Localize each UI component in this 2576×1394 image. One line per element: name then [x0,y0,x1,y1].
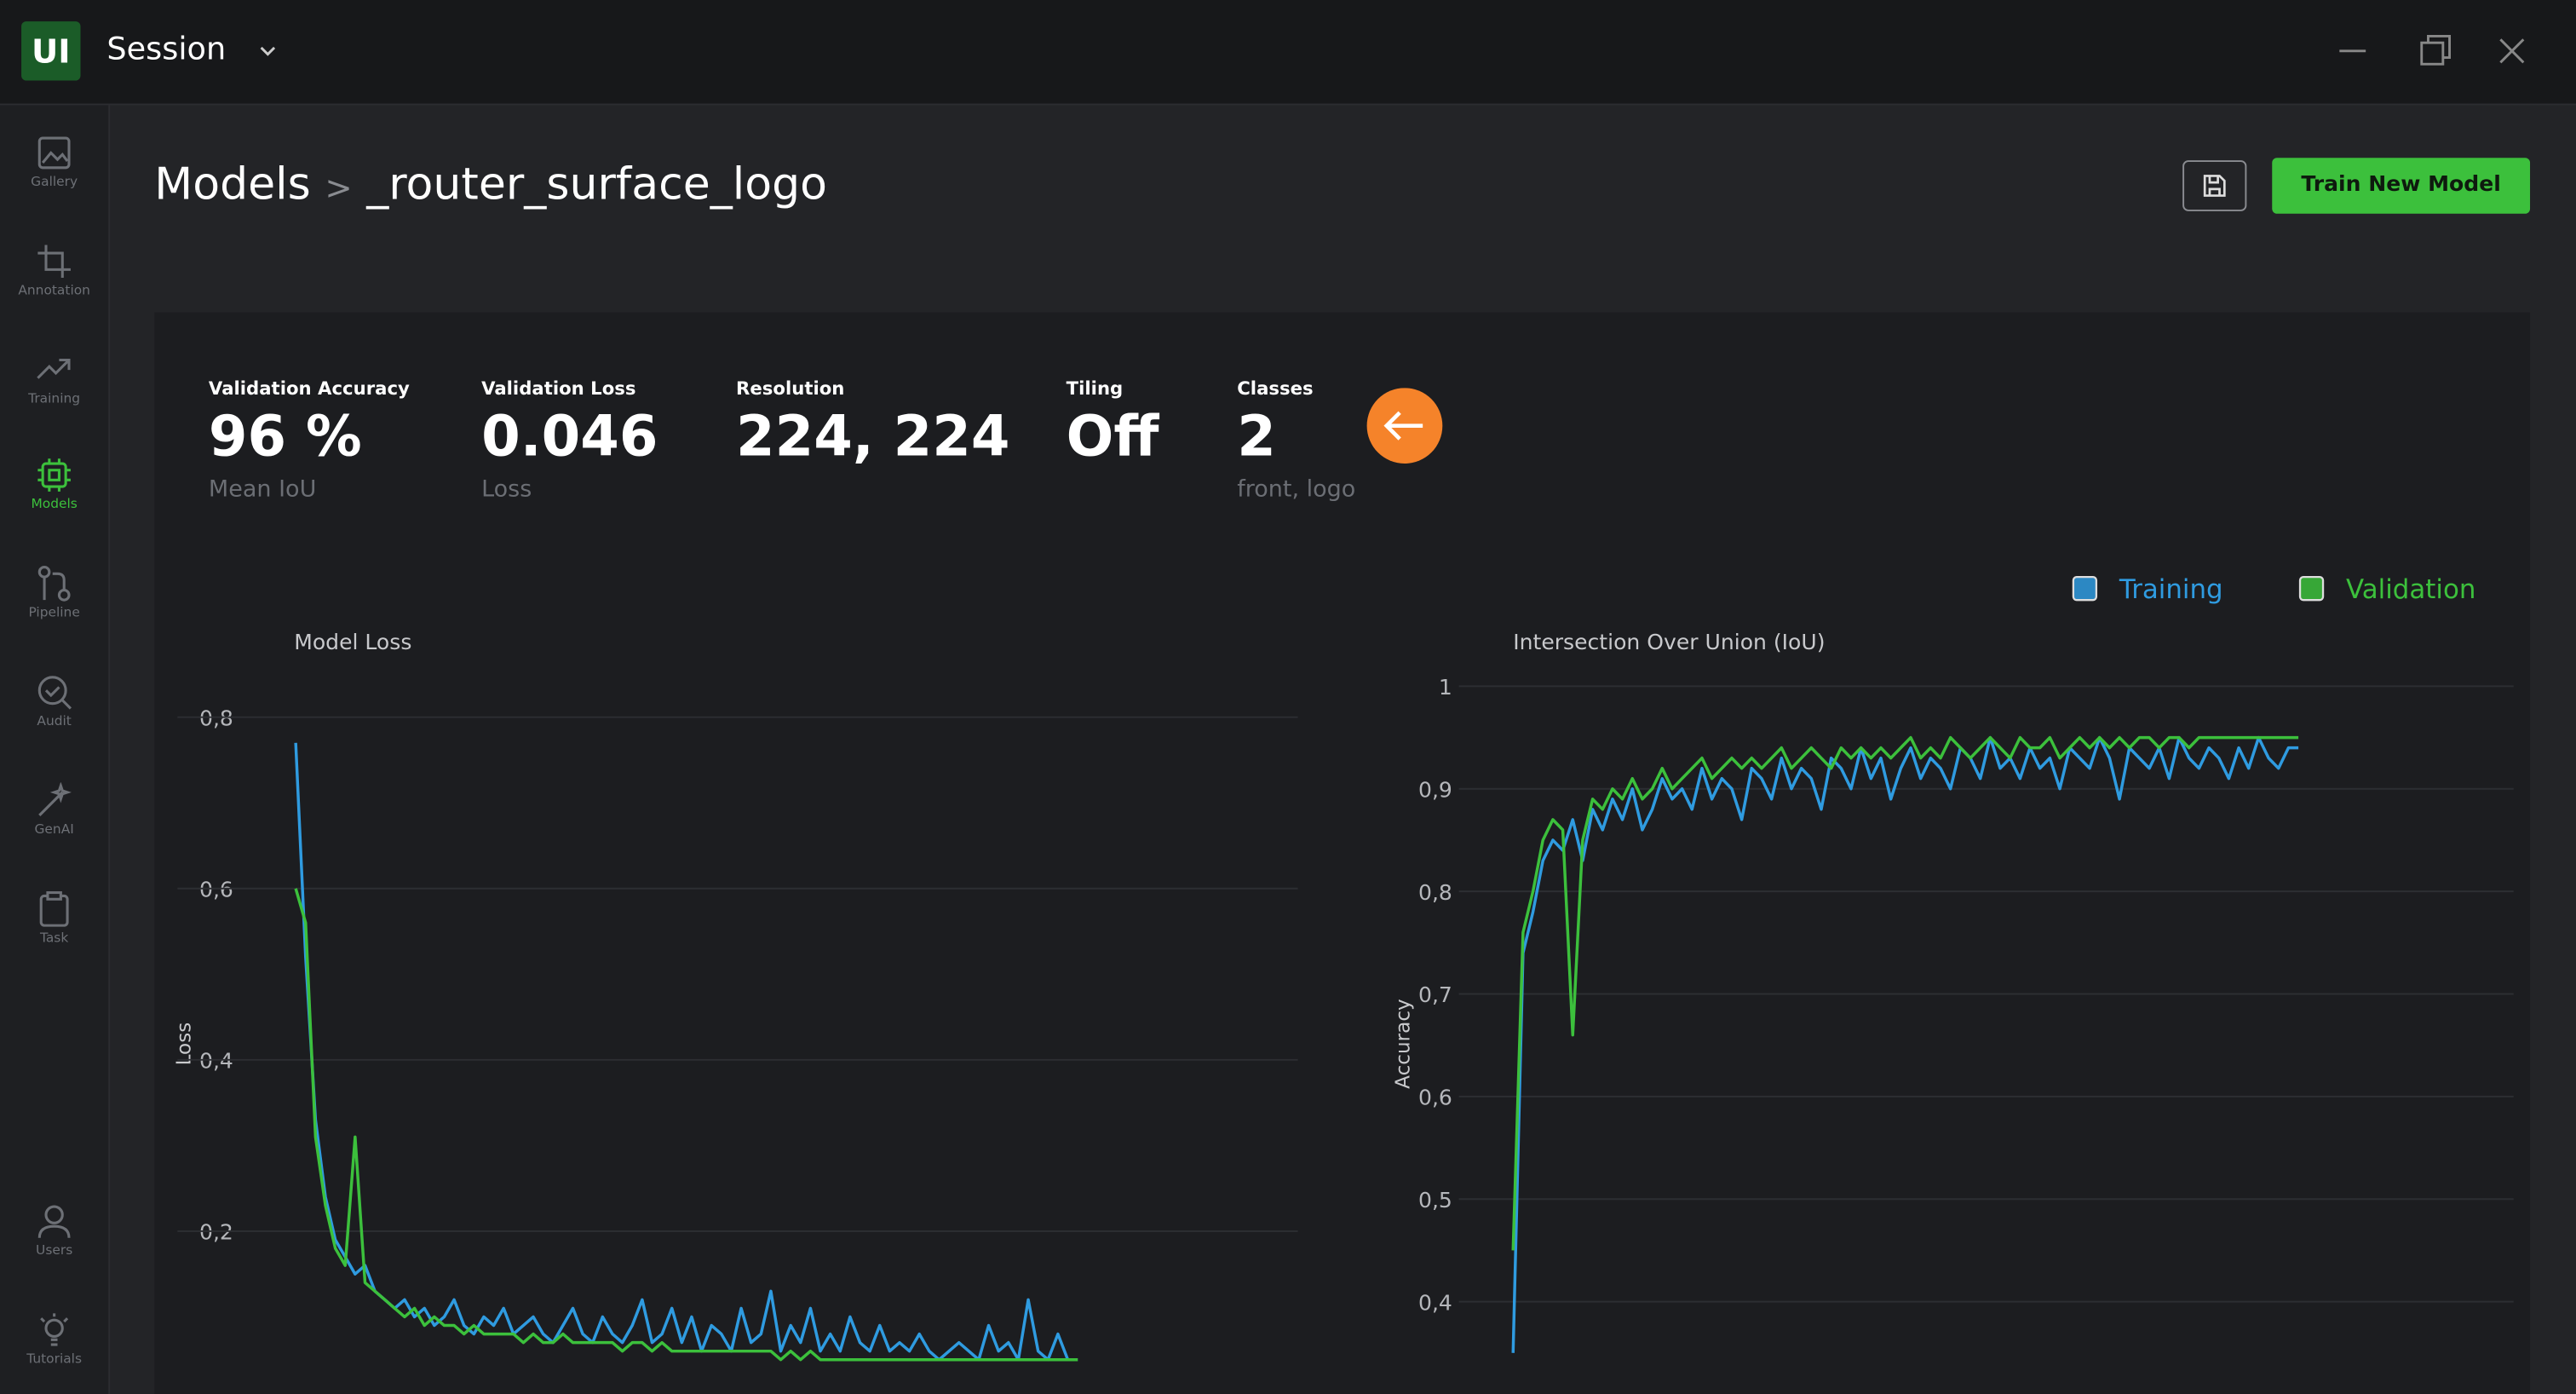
legend-swatch [2072,575,2098,602]
nav-item[interactable]: Training [0,352,108,406]
breadcrumb: Models > _router_surface_logo [154,159,827,210]
metric-caption: front, logo [1237,476,1356,504]
nav-item[interactable]: Users [0,1203,108,1258]
nav-item[interactable]: Tutorials [0,1312,108,1367]
y-tick-label: 0,7 [1418,982,1452,1007]
breadcrumb-separator: > [325,167,353,208]
metric-label: Tiling [1066,377,1124,400]
session-menu[interactable]: Session [106,31,227,68]
metric-label: Classes [1237,377,1314,400]
metric-caption: Mean IoU [208,476,317,504]
train-new-model-button[interactable]: Train New Model [2272,158,2531,214]
data-line: Training [1511,735,2299,1353]
legend-swatch [2298,575,2325,602]
model-panel [154,312,2531,1394]
metric-value: Off [1066,404,1159,470]
nav-item[interactable]: GenAI [0,782,108,837]
y-tick-label: 0,4 [1418,1290,1452,1315]
nav-label: Models [31,496,78,511]
metric-value: 0.046 [481,404,658,470]
nav-item[interactable]: Task [0,891,108,946]
y-tick-label: 0,8 [1418,880,1452,905]
y-axis-label: Accuracy [1393,999,1415,1089]
metric-caption: Loss [481,476,532,504]
nav-label: Users [36,1242,73,1258]
data-line: Validation [1511,735,2299,1251]
collapse-button[interactable] [1366,388,1445,467]
save-button[interactable] [2182,159,2247,212]
nav-item[interactable]: Pipeline [0,566,108,620]
breadcrumb-current: _router_surface_logo [366,159,828,210]
nav-item[interactable]: Models [0,457,108,511]
nav-label: Pipeline [28,604,80,620]
data-line: Validation [294,888,1078,1362]
nav-item[interactable]: Annotation [0,244,108,298]
chart-title: Model Loss [294,630,411,654]
data-line: Training [294,742,1078,1362]
y-tick-label: 0,6 [199,877,233,901]
sidebar: Gallery Annotation Training Models Pipel… [0,105,111,1394]
y-tick-label: 0,8 [199,706,233,730]
y-tick-label: 0,6 [1418,1086,1452,1110]
top-bar: UI Session [0,0,2576,106]
metric-label: Resolution [736,377,845,400]
nav-label: Audit [37,713,72,729]
metric-value: 2 [1237,404,1276,470]
window-controls[interactable] [2333,30,2537,72]
nav-label: GenAI [34,821,74,837]
metric-value: 224, 224 [736,404,1010,470]
nav-label: Training [28,391,81,406]
y-tick-label: 1 [1439,675,1452,700]
metric-label: Validation Accuracy [208,377,410,400]
y-tick-label: 0,5 [1418,1188,1452,1213]
breadcrumb-root[interactable]: Models [154,159,311,210]
y-tick-label: 0,2 [199,1220,233,1245]
nav-label: Annotation [18,282,90,298]
nav-label: Gallery [31,174,78,189]
dropdown-icon[interactable] [256,39,279,62]
y-tick-label: 0,4 [199,1048,233,1073]
metric-label: Validation Loss [481,377,636,400]
y-axis-label: Loss [174,1022,196,1066]
legend-label: Validation [2346,574,2475,605]
nav-label: Task [39,930,69,946]
app-logo: UI [21,21,81,81]
legend-label: Training [2119,574,2223,605]
chart-title: Intersection Over Union (IoU) [1513,630,1825,654]
y-tick-label: 0,9 [1418,777,1452,802]
nav-item[interactable]: Audit [0,674,108,729]
nav-item[interactable]: Gallery [0,135,108,189]
nav-label: Tutorials [26,1351,83,1367]
metric-value: 96 % [208,404,362,470]
